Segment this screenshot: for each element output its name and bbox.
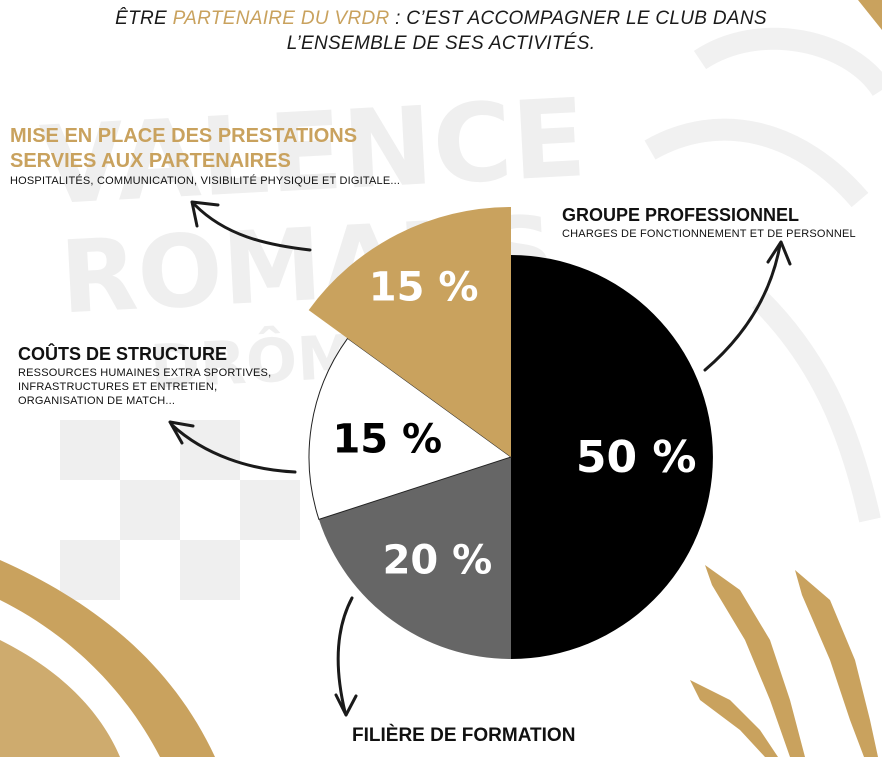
couts-sub-2: INFRASTRUCTURES ET ENTRETIEN,: [18, 381, 218, 393]
pie-slice-1: [511, 255, 713, 659]
pie-labels: 50 % 20 % 15 % 15 %: [332, 265, 696, 584]
block-couts-structure: COÛTS DE STRUCTURE RESSOURCES HUMAINES E…: [18, 343, 271, 408]
block-filiere-formation: FILIÈRE DE FORMATION: [352, 723, 575, 749]
block-groupe-professionnel: GROUPE PROFESSIONNEL CHARGES DE FONCTION…: [562, 203, 856, 241]
pie-slice-label-3: 15 %: [332, 416, 442, 462]
groupe-subtitle: CHARGES DE FONCTIONNEMENT ET DE PERSONNE…: [562, 228, 856, 240]
gold-edge-top-right: [858, 0, 882, 30]
pie-slice-label-1: 50 %: [576, 432, 697, 483]
arrow-couts: [168, 420, 297, 474]
header-accent: PARTENAIRE DU VRDR: [172, 8, 390, 29]
header-suffix: : C’EST ACCOMPAGNER LE CLUB DANS: [395, 8, 767, 29]
pie-slice-4: [308, 206, 511, 457]
filiere-title: FILIÈRE DE FORMATION: [352, 725, 576, 746]
couts-sub-3: ORGANISATION DE MATCH...: [18, 395, 176, 407]
arrows: [168, 200, 792, 717]
header-prefix: ÊTRE: [115, 8, 168, 29]
groupe-title: GROUPE PROFESSIONNEL: [562, 205, 800, 225]
prestations-subtitle: HOSPITALITÉS, COMMUNICATION, VISIBILITÉ …: [10, 175, 401, 187]
pie-slice-label-4: 15 %: [369, 265, 479, 311]
pie-slice-2: [318, 457, 511, 659]
gold-corner-stripe: [0, 560, 215, 757]
block-prestations: MISE EN PLACE DES PRESTATIONS SERVIES AU…: [10, 124, 400, 188]
couts-title: COÛTS DE STRUCTURE: [18, 344, 228, 364]
header-line-1: ÊTRE PARTENAIRE DU VRDR : C’EST ACCOMPAG…: [0, 6, 882, 31]
couts-sub-1: RESSOURCES HUMAINES EXTRA SPORTIVES,: [18, 367, 272, 379]
prestations-title-1: MISE EN PLACE DES PRESTATIONS: [10, 125, 358, 147]
arrow-filiere: [334, 596, 358, 717]
claw-marks: [690, 565, 878, 757]
arrow-presta: [190, 200, 312, 252]
pie-slices: [308, 206, 713, 659]
page-header: ÊTRE PARTENAIRE DU VRDR : C’EST ACCOMPAG…: [0, 6, 882, 56]
watermark-line-1: VALENCE: [37, 76, 589, 229]
arrow-groupe: [703, 240, 792, 372]
gold-corner-fill: [0, 640, 120, 757]
prestations-title-2: SERVIES AUX PARTENAIRES: [10, 150, 291, 172]
lion-watermark: [644, 27, 882, 523]
pie-slice-3: [308, 337, 513, 521]
header-line-2: L’ENSEMBLE DE SES ACTIVITÉS.: [286, 33, 596, 54]
pie-slice-label-2: 20 %: [383, 537, 493, 583]
